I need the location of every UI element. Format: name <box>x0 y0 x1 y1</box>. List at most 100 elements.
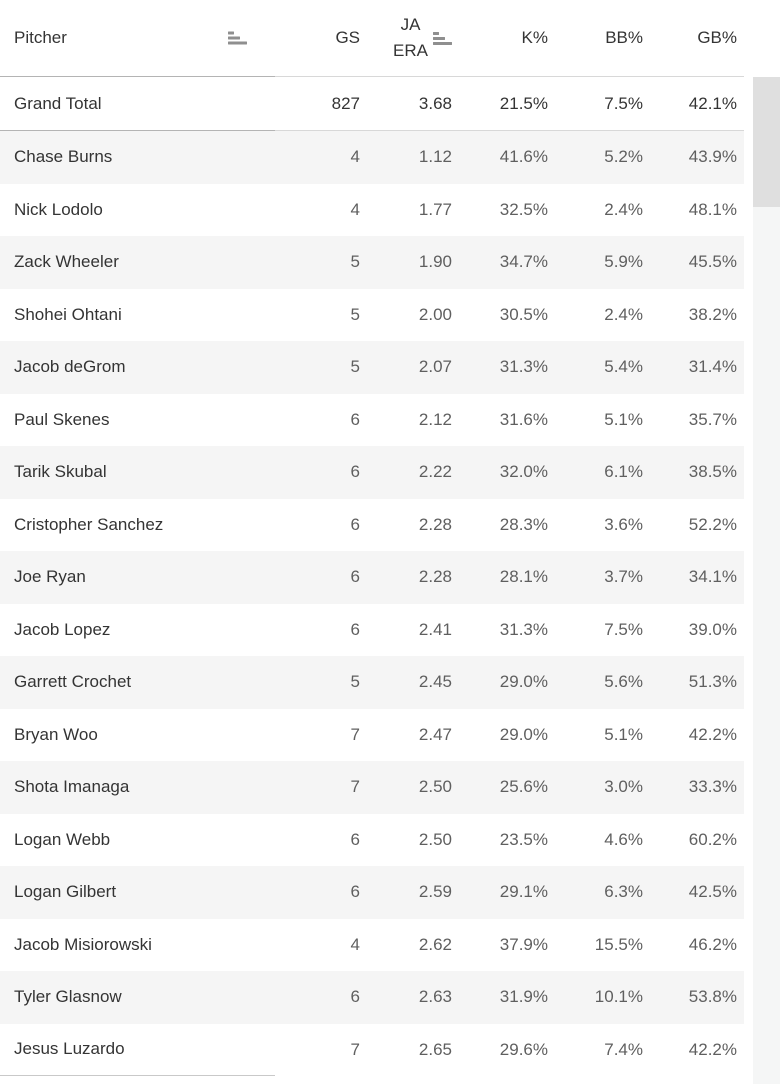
k-pct-cell[interactable]: 30.5% <box>499 304 548 324</box>
gb-pct-cell[interactable]: 35.7% <box>688 409 737 429</box>
k-pct-cell[interactable]: 34.7% <box>499 252 548 272</box>
bb-pct-cell[interactable]: 2.4% <box>604 199 643 219</box>
pitcher-name-cell[interactable]: Bryan Woo <box>14 724 98 744</box>
gb-pct-cell[interactable]: 51.3% <box>688 672 737 692</box>
gs-cell[interactable]: 6 <box>350 409 360 429</box>
k-pct-cell[interactable]: 31.6% <box>499 409 548 429</box>
bb-pct-cell[interactable]: 10.1% <box>594 987 643 1007</box>
gs-cell[interactable]: 4 <box>350 934 360 954</box>
gs-cell[interactable]: 5 <box>350 672 360 692</box>
gs-cell[interactable]: 7 <box>350 1039 360 1059</box>
gs-cell[interactable]: 5 <box>350 357 360 377</box>
pitcher-name-cell[interactable]: Jacob Lopez <box>14 619 111 639</box>
gb-pct-cell[interactable]: 38.5% <box>688 462 737 482</box>
gb-pct-cell[interactable]: 34.1% <box>688 567 737 587</box>
era-cell[interactable]: 2.47 <box>418 724 452 744</box>
k-pct-cell[interactable]: 37.9% <box>499 934 548 954</box>
k-pct-cell[interactable]: 29.1% <box>499 882 548 902</box>
k-pct-cell[interactable]: 29.0% <box>499 724 548 744</box>
era-cell[interactable]: 2.12 <box>418 409 452 429</box>
grand-total-k-pct[interactable]: 21.5% <box>452 77 548 131</box>
gb-pct-cell[interactable]: 39.0% <box>688 619 737 639</box>
gs-cell[interactable]: 6 <box>350 987 360 1007</box>
gs-cell[interactable]: 6 <box>350 882 360 902</box>
column-header-gs[interactable]: GS <box>275 0 360 77</box>
bb-pct-cell[interactable]: 4.6% <box>604 829 643 849</box>
sort-ascending-icon[interactable] <box>433 31 452 45</box>
pitcher-name-cell[interactable]: Jacob deGrom <box>14 357 126 377</box>
column-header-pitcher[interactable]: Pitcher <box>0 0 275 77</box>
bb-pct-cell[interactable]: 6.1% <box>604 462 643 482</box>
gb-pct-cell[interactable]: 43.9% <box>688 147 737 167</box>
grand-total-gs[interactable]: 827 <box>275 77 360 131</box>
k-pct-cell[interactable]: 23.5% <box>499 829 548 849</box>
era-cell[interactable]: 1.90 <box>418 252 452 272</box>
grand-total-bb-pct[interactable]: 7.5% <box>548 77 643 131</box>
pitcher-name-cell[interactable]: Cristopher Sanchez <box>14 514 164 534</box>
era-cell[interactable]: 2.63 <box>418 987 452 1007</box>
gs-cell[interactable]: 4 <box>350 147 360 167</box>
pitcher-name-cell[interactable]: Logan Webb <box>14 829 111 849</box>
pitcher-name-cell[interactable]: Joe Ryan <box>14 567 86 587</box>
bb-pct-cell[interactable]: 5.6% <box>604 672 643 692</box>
k-pct-cell[interactable]: 32.0% <box>499 462 548 482</box>
gs-cell[interactable]: 6 <box>350 619 360 639</box>
k-pct-cell[interactable]: 41.6% <box>499 147 548 167</box>
gb-pct-cell[interactable]: 60.2% <box>688 829 737 849</box>
bb-pct-cell[interactable]: 5.9% <box>604 252 643 272</box>
column-header-ja-era[interactable]: JA ERA <box>360 0 452 77</box>
k-pct-cell[interactable]: 31.3% <box>499 619 548 639</box>
gb-pct-cell[interactable]: 52.2% <box>688 514 737 534</box>
gs-cell[interactable]: 6 <box>350 514 360 534</box>
gb-pct-cell[interactable]: 33.3% <box>688 777 737 797</box>
era-cell[interactable]: 2.22 <box>418 462 452 482</box>
bb-pct-cell[interactable]: 5.1% <box>604 409 643 429</box>
era-cell[interactable]: 2.50 <box>418 829 452 849</box>
grand-total-label[interactable]: Grand Total <box>0 77 275 131</box>
pitcher-name-cell[interactable]: Tarik Skubal <box>14 462 107 482</box>
column-header-gb-pct[interactable]: GB% <box>643 0 744 77</box>
bb-pct-cell[interactable]: 3.6% <box>604 514 643 534</box>
k-pct-cell[interactable]: 28.1% <box>499 567 548 587</box>
bb-pct-cell[interactable]: 15.5% <box>594 934 643 954</box>
era-cell[interactable]: 2.00 <box>418 304 452 324</box>
gs-cell[interactable]: 7 <box>350 724 360 744</box>
era-cell[interactable]: 2.62 <box>418 934 452 954</box>
gs-cell[interactable]: 6 <box>350 567 360 587</box>
bb-pct-cell[interactable]: 3.0% <box>604 777 643 797</box>
gs-cell[interactable]: 4 <box>350 199 360 219</box>
gs-cell[interactable]: 5 <box>350 252 360 272</box>
grand-total-gb-pct[interactable]: 42.1% <box>643 77 744 131</box>
gb-pct-cell[interactable]: 42.5% <box>688 882 737 902</box>
pitcher-name-cell[interactable]: Garrett Crochet <box>14 672 132 692</box>
era-cell[interactable]: 2.28 <box>418 567 452 587</box>
gb-pct-cell[interactable]: 46.2% <box>688 934 737 954</box>
gs-cell[interactable]: 6 <box>350 462 360 482</box>
gb-pct-cell[interactable]: 48.1% <box>688 199 737 219</box>
pitcher-name-cell[interactable]: Shota Imanaga <box>14 777 130 797</box>
bb-pct-cell[interactable]: 7.5% <box>604 619 643 639</box>
era-cell[interactable]: 2.59 <box>418 882 452 902</box>
bb-pct-cell[interactable]: 3.7% <box>604 567 643 587</box>
era-cell[interactable]: 2.07 <box>418 357 452 377</box>
bb-pct-cell[interactable]: 5.2% <box>604 147 643 167</box>
bb-pct-cell[interactable]: 5.4% <box>604 357 643 377</box>
pitcher-name-cell[interactable]: Nick Lodolo <box>14 199 103 219</box>
era-cell[interactable]: 2.28 <box>418 514 452 534</box>
bb-pct-cell[interactable]: 2.4% <box>604 304 643 324</box>
vertical-scrollbar-thumb[interactable] <box>753 77 780 207</box>
gs-cell[interactable]: 6 <box>350 829 360 849</box>
era-cell[interactable]: 1.77 <box>418 199 452 219</box>
era-cell[interactable]: 2.50 <box>418 777 452 797</box>
gb-pct-cell[interactable]: 53.8% <box>688 987 737 1007</box>
pitcher-name-cell[interactable]: Jacob Misiorowski <box>14 934 152 954</box>
column-header-k-pct[interactable]: K% <box>452 0 548 77</box>
pitcher-name-cell[interactable]: Paul Skenes <box>14 409 110 429</box>
grand-total-era[interactable]: 3.68 <box>360 77 452 131</box>
k-pct-cell[interactable]: 31.3% <box>499 357 548 377</box>
gb-pct-cell[interactable]: 42.2% <box>688 1039 737 1059</box>
pitcher-name-cell[interactable]: Logan Gilbert <box>14 882 117 902</box>
gb-pct-cell[interactable]: 31.4% <box>688 357 737 377</box>
vertical-scrollbar-track[interactable] <box>753 77 780 1084</box>
era-cell[interactable]: 1.12 <box>418 147 452 167</box>
